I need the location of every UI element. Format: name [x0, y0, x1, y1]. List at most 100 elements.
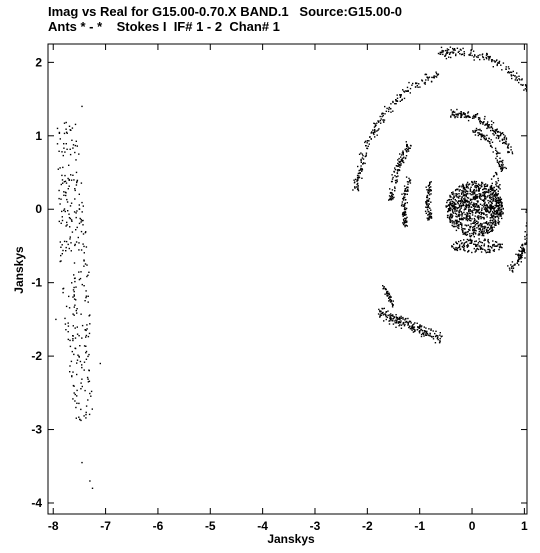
scatter-point	[402, 223, 405, 226]
scatter-point	[408, 181, 410, 183]
scatter-point	[472, 181, 474, 184]
scatter-point	[467, 215, 469, 217]
scatter-point	[493, 245, 496, 247]
x-tick: -5	[205, 519, 216, 533]
scatter-point	[469, 216, 471, 218]
scatter-point	[399, 166, 401, 168]
scatter-point	[466, 193, 468, 195]
scatter-point	[428, 328, 430, 330]
scatter-point	[474, 225, 476, 227]
scatter-point	[406, 144, 408, 147]
scatter-point	[505, 138, 508, 140]
scatter-point	[407, 189, 409, 191]
scatter-point	[478, 211, 480, 214]
scatter-point	[394, 322, 396, 324]
scatter-point	[510, 74, 512, 76]
scatter-point	[473, 117, 475, 119]
scatter-point	[483, 199, 486, 201]
scatter-point	[468, 54, 470, 56]
scatter-point	[402, 159, 404, 162]
scatter-point	[396, 180, 398, 183]
scatter-point	[430, 212, 433, 215]
scatter-point	[459, 218, 461, 221]
scatter-point	[472, 196, 475, 198]
scatter-point	[498, 223, 500, 225]
scatter-point	[59, 260, 61, 263]
scatter-point	[89, 323, 91, 325]
scatter-point	[445, 206, 447, 208]
scatter-point	[494, 195, 496, 197]
scatter-point	[80, 249, 83, 251]
scatter-point	[88, 369, 90, 372]
scatter-point	[507, 71, 510, 73]
scatter-point	[463, 193, 465, 195]
scatter-point	[377, 129, 379, 131]
scatter-point	[474, 204, 476, 206]
scatter-point	[66, 148, 68, 150]
scatter-point	[362, 162, 365, 164]
scatter-point	[480, 198, 482, 200]
scatter-point	[402, 211, 405, 214]
scatter-point	[482, 228, 484, 230]
scatter-point	[483, 239, 485, 242]
scatter-point	[493, 212, 495, 214]
x-tick: -2	[362, 519, 373, 533]
scatter-point	[497, 222, 499, 224]
scatter-point	[401, 152, 404, 154]
scatter-point	[76, 181, 78, 184]
scatter-point	[465, 195, 467, 197]
scatter-point	[489, 245, 492, 248]
scatter-point	[473, 228, 475, 230]
scatter-point	[500, 132, 502, 135]
scatter-point	[78, 271, 80, 273]
scatter-point	[452, 111, 454, 114]
scatter-point	[83, 415, 85, 417]
scatter-point	[420, 333, 423, 336]
scatter-point	[400, 164, 402, 166]
scatter-point	[490, 191, 492, 193]
scatter-point	[401, 98, 403, 101]
scatter-point	[473, 116, 476, 118]
scatter-point	[503, 141, 506, 144]
scatter-point	[524, 238, 526, 240]
scatter-point	[497, 185, 499, 188]
scatter-point	[78, 208, 81, 210]
scatter-point	[368, 140, 370, 142]
scatter-point	[73, 211, 76, 213]
scatter-point	[505, 143, 508, 145]
scatter-point	[451, 222, 454, 224]
scatter-point	[75, 406, 77, 409]
scatter-point	[390, 103, 392, 105]
scatter-point	[362, 163, 364, 165]
scatter-point	[420, 335, 423, 338]
scatter-point	[476, 216, 478, 218]
scatter-point	[413, 323, 415, 325]
scatter-point	[357, 177, 360, 179]
scatter-point	[496, 64, 498, 67]
scatter-point	[487, 195, 489, 197]
scatter-point	[366, 142, 368, 144]
scatter-point	[485, 207, 488, 210]
scatter-point	[438, 342, 441, 344]
scatter-point	[456, 188, 458, 190]
scatter-point	[369, 136, 371, 138]
scatter-point	[449, 46, 452, 48]
scatter-point	[405, 224, 407, 226]
scatter-point	[379, 115, 381, 118]
scatter-point	[500, 198, 503, 200]
scatter-point	[426, 209, 429, 211]
scatter-point	[484, 196, 486, 198]
scatter-point	[448, 198, 451, 201]
scatter-point	[405, 208, 407, 211]
scatter-point	[70, 219, 73, 221]
scatter-point	[467, 114, 469, 117]
scatter-point	[401, 203, 403, 205]
scatter-point	[455, 115, 457, 118]
scatter-point	[499, 166, 502, 168]
scatter-point	[480, 213, 482, 216]
scatter-point	[465, 200, 467, 202]
scatter-point	[430, 189, 432, 191]
scatter-point	[451, 209, 453, 211]
scatter-point	[411, 329, 413, 331]
scatter-point	[504, 135, 506, 137]
